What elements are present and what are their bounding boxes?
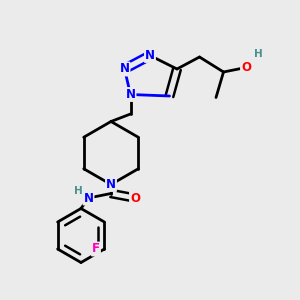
Text: H: H bbox=[74, 185, 82, 196]
Text: N: N bbox=[145, 49, 155, 62]
Text: O: O bbox=[130, 191, 140, 205]
Text: N: N bbox=[125, 88, 136, 101]
Text: O: O bbox=[241, 61, 251, 74]
Text: N: N bbox=[83, 191, 94, 205]
Text: H: H bbox=[254, 49, 262, 59]
Text: F: F bbox=[92, 242, 100, 256]
Text: N: N bbox=[119, 62, 130, 76]
Text: N: N bbox=[106, 178, 116, 191]
